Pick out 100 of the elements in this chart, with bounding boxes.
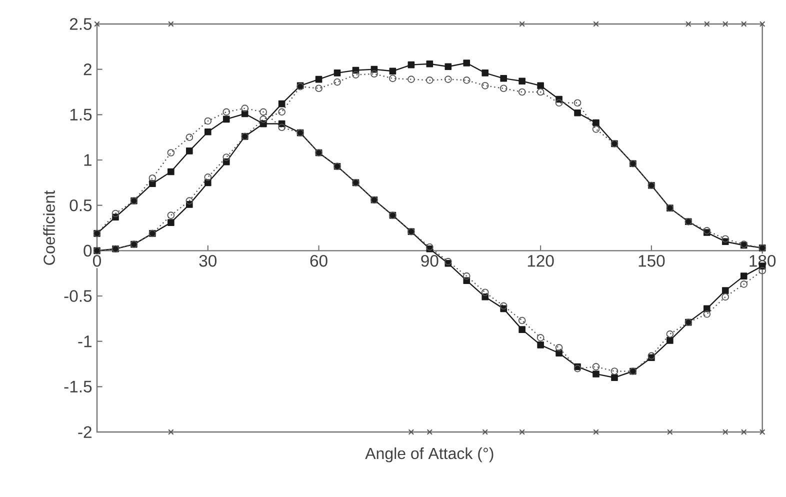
point [462,76,470,84]
y-tick-label: 0.5 [70,199,92,212]
point [536,88,544,96]
point [204,174,212,181]
x-tick-label: 150 [638,254,665,267]
point [389,68,396,75]
point [278,100,286,108]
point [537,342,544,348]
point [592,126,600,133]
point [408,61,415,68]
point [519,21,525,27]
point [222,116,230,123]
x-tick-label: 30 [199,254,217,267]
point [574,99,582,107]
point [574,109,581,116]
y-tick-label: 2.5 [70,18,92,30]
point [592,119,600,126]
point [666,330,674,338]
point [592,363,600,370]
point [536,334,544,342]
point [481,288,489,296]
point [518,88,526,96]
point [500,302,508,310]
point [260,116,268,123]
point [518,326,526,333]
point [463,60,470,66]
point [722,287,729,294]
y-tick-label: 1.5 [70,108,92,120]
point [462,272,470,280]
point [168,429,174,435]
point [260,108,268,116]
point [241,104,249,112]
point [500,75,507,82]
point [278,108,286,116]
point [519,429,525,435]
point [168,219,174,226]
y-tick-label: 1 [84,154,92,166]
point [740,272,748,280]
point [610,368,618,375]
point [593,21,599,27]
point [389,74,396,82]
point [555,344,563,352]
point [315,84,322,92]
point [370,70,378,78]
point [482,429,488,435]
point [204,117,212,125]
y-tick-label: -1 [78,336,92,348]
point [334,78,341,86]
point [186,148,193,154]
point [426,429,433,435]
point [740,429,747,435]
point [426,76,434,84]
y-tick-label: -2 [78,426,92,438]
y-axis-title: Coefficient [43,190,55,265]
point [334,70,341,76]
point [722,429,728,435]
point [518,78,526,85]
point [611,374,618,382]
point [426,60,434,68]
x-tick-label: 60 [310,254,328,267]
point [500,84,508,92]
x-tick-label: 120 [528,254,554,267]
point [186,134,194,142]
x-tick-label: 0 [93,254,101,267]
point [278,124,286,132]
point [444,76,452,83]
point [482,70,489,76]
x-tick-label: 90 [421,254,438,267]
point [148,174,156,182]
point [592,370,600,378]
point [518,316,526,324]
point [667,429,673,435]
point [186,197,194,204]
point [758,266,766,274]
point [408,429,414,435]
point [167,149,175,156]
point [222,154,230,161]
point [593,429,599,435]
point [722,293,730,301]
point [740,21,747,27]
y-tick-label: 2 [84,64,92,76]
point [408,76,415,83]
point [222,108,230,116]
point [686,21,692,27]
point [555,99,563,107]
point [94,21,100,27]
point [352,71,360,78]
y-tick-label: -0.5 [64,290,92,302]
point [444,63,452,70]
point [167,212,175,219]
point [481,82,489,90]
point [722,235,730,243]
point [168,21,174,27]
point [722,21,728,27]
point [204,128,212,136]
point [537,82,544,90]
y-tick-label: 0 [84,244,92,257]
point [704,21,710,27]
x-axis-title: Angle of Attack (°) [365,447,494,462]
point [703,310,711,318]
